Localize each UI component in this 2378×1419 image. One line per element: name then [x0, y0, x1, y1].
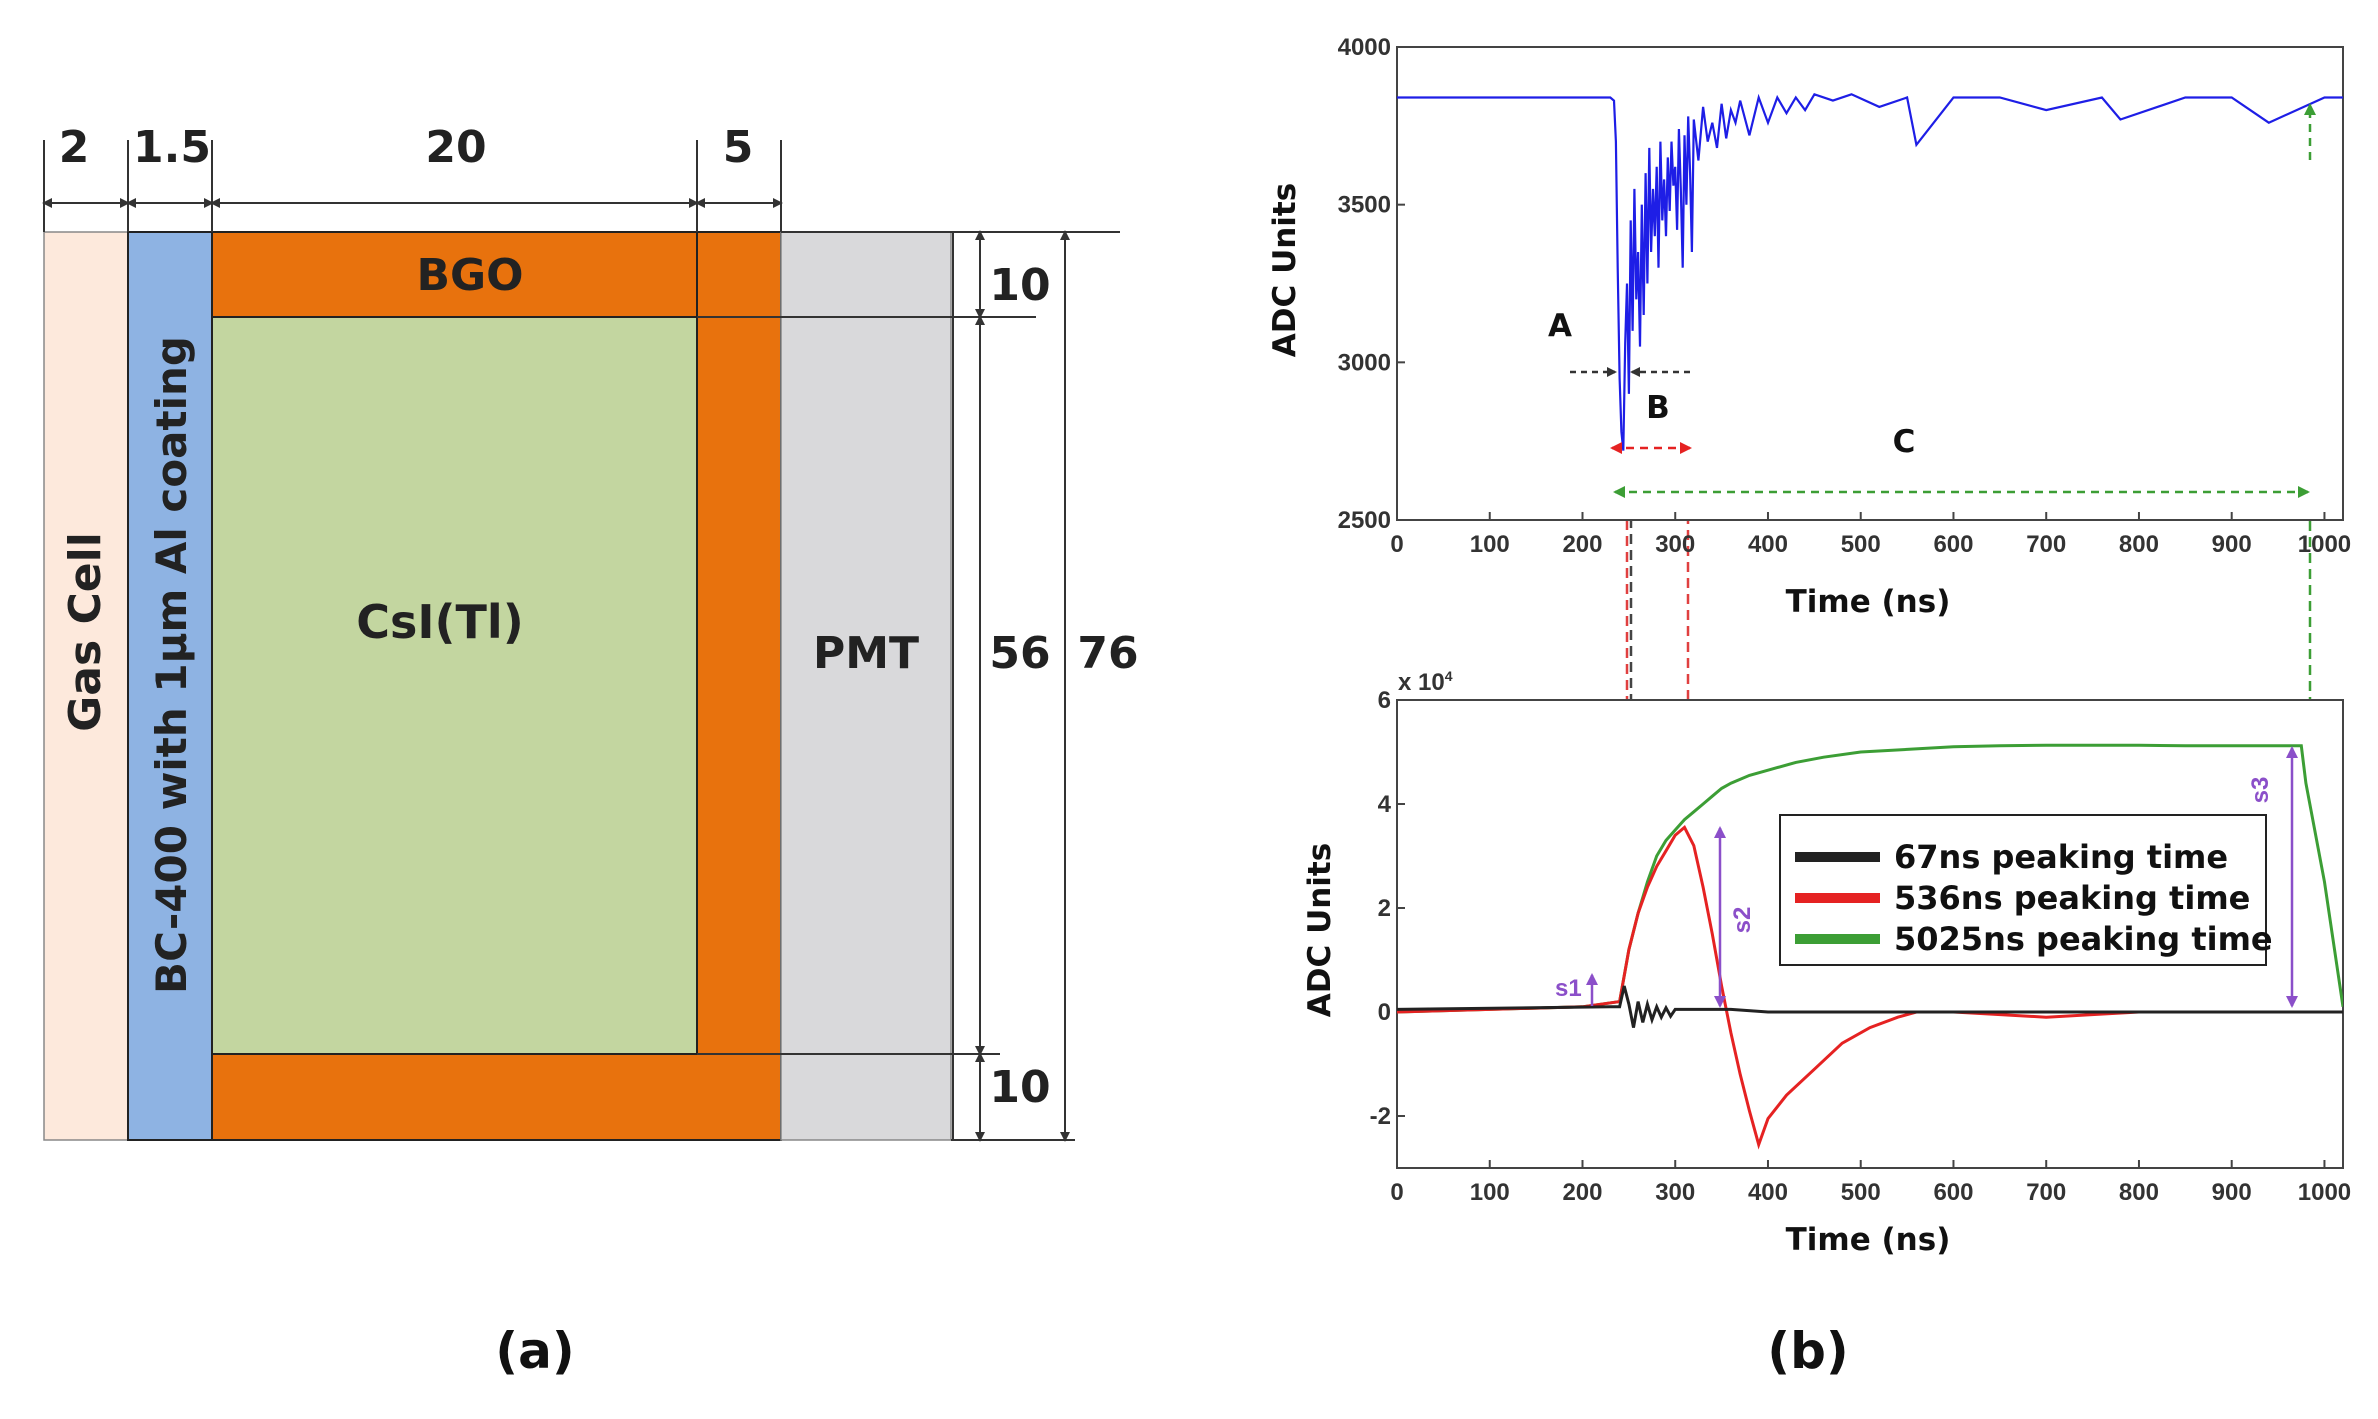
bc400-label: BC-400 with 1μm Al coating: [147, 336, 196, 994]
y-tick-label: 4000: [1338, 34, 1391, 61]
gas-cell-label: Gas Cell: [60, 532, 111, 732]
y-tick-label: 2: [1378, 895, 1391, 922]
x-tick-label: 900: [2212, 531, 2252, 558]
dim-gas-width: 2: [59, 122, 90, 173]
bottom-series: [1397, 743, 2343, 1150]
dim-bgo-bottom: 10: [989, 1062, 1050, 1113]
legend: 67ns peaking time 536ns peaking time 502…: [1779, 814, 2273, 966]
label-s1: s1: [1555, 975, 1582, 1002]
dim-bgo-width: 5: [723, 122, 754, 173]
x-tick-label: 300: [1655, 1179, 1695, 1206]
legend-label-536ns: 536ns peaking time: [1894, 879, 2250, 917]
y-tick-label: 6: [1378, 687, 1391, 714]
pmt-label: PMT: [813, 628, 919, 679]
top-ylabel: ADC Units: [1267, 183, 1303, 357]
dim-bc-width: 1.5: [133, 122, 211, 173]
x-tick-label: 100: [1470, 1179, 1510, 1206]
x-tick-label: 300: [1655, 531, 1695, 558]
legend-label-5025ns: 5025ns peaking time: [1894, 920, 2273, 958]
x-tick-label: 1000: [2298, 531, 2351, 558]
bottom-xlabel: Time (ns): [1786, 1222, 1951, 1258]
dim-csi-height: 56: [989, 628, 1050, 679]
right-dimensions: [697, 230, 1120, 1142]
x-tick-label: 0: [1390, 1179, 1403, 1206]
bgo-label: BGO: [416, 250, 523, 301]
top-plot-frame: [1396, 46, 2344, 521]
label-b: B: [1646, 390, 1670, 426]
x-tick-label: 700: [2026, 1179, 2066, 1206]
label-s2: s2: [1729, 907, 1756, 934]
y-tick-label: 4: [1378, 791, 1392, 818]
y-tick-label: 2500: [1338, 507, 1391, 534]
series-line-0: [1397, 985, 2343, 1028]
label-a: A: [1548, 308, 1572, 344]
gas-cell-layer: [43, 231, 129, 1141]
y-tick-label: 3500: [1338, 192, 1391, 219]
caption-a: (a): [495, 1322, 574, 1380]
x-tick-label: 500: [1841, 1179, 1881, 1206]
raw-signal-line: [1397, 92, 2343, 451]
top-xlabel: Time (ns): [1786, 584, 1951, 620]
x-tick-label: 200: [1562, 1179, 1602, 1206]
dim-bgo-top: 10: [989, 260, 1050, 311]
label-c: C: [1893, 424, 1916, 460]
label-s3: s3: [2247, 777, 2274, 804]
y-tick-label: 3000: [1338, 349, 1391, 376]
x-tick-label: 700: [2026, 531, 2066, 558]
bottom-ticks: 0 100 200 300 400 500 600 700 800 900 1000 -2 0 2 4 6: [1370, 687, 2351, 1206]
dim-csi-width: 20: [425, 122, 486, 173]
top-dimensions: [42, 140, 783, 232]
detector-diagram: BGO CsI(Tl) PMT Gas Cell BC-400 with 1μm…: [42, 122, 1139, 1380]
exponent-label: x 104: [1398, 668, 1453, 696]
x-tick-label: 200: [1562, 531, 1602, 558]
x-tick-label: 600: [1933, 531, 1973, 558]
y-tick-label: -2: [1370, 1103, 1391, 1130]
x-tick-label: 900: [2212, 1179, 2252, 1206]
peak-arrows: [1586, 746, 2298, 1008]
x-tick-label: 100: [1470, 531, 1510, 558]
bc400-layer: [127, 231, 213, 1141]
x-tick-label: 500: [1841, 531, 1881, 558]
x-tick-label: 800: [2119, 1179, 2159, 1206]
csi-crystal: [211, 316, 698, 1055]
bottom-ylabel: ADC Units: [1302, 843, 1338, 1017]
x-tick-label: 800: [2119, 531, 2159, 558]
x-tick-label: 1000: [2298, 1179, 2351, 1206]
csi-label: CsI(Tl): [356, 595, 523, 649]
y-tick-label: 0: [1378, 999, 1391, 1026]
top-annotations: [1570, 103, 2316, 498]
x-tick-label: 400: [1748, 531, 1788, 558]
x-tick-label: 0: [1390, 531, 1403, 558]
series-line-2: [1397, 743, 2343, 1014]
top-ticks: 0 100 200 300 400 500 600 700 800 900 1000 2500 3000…: [1338, 34, 2352, 558]
legend-label-67ns: 67ns peaking time: [1894, 838, 2228, 876]
x-tick-label: 600: [1933, 1179, 1973, 1206]
dim-total-height: 76: [1077, 628, 1138, 679]
caption-b: (b): [1767, 1322, 1849, 1380]
signal-plots: 0 100 200 300 400 500 600 700 800 900 100025003000…: [1267, 34, 2351, 1380]
pmt-layer: [780, 231, 952, 1141]
x-tick-label: 400: [1748, 1179, 1788, 1206]
